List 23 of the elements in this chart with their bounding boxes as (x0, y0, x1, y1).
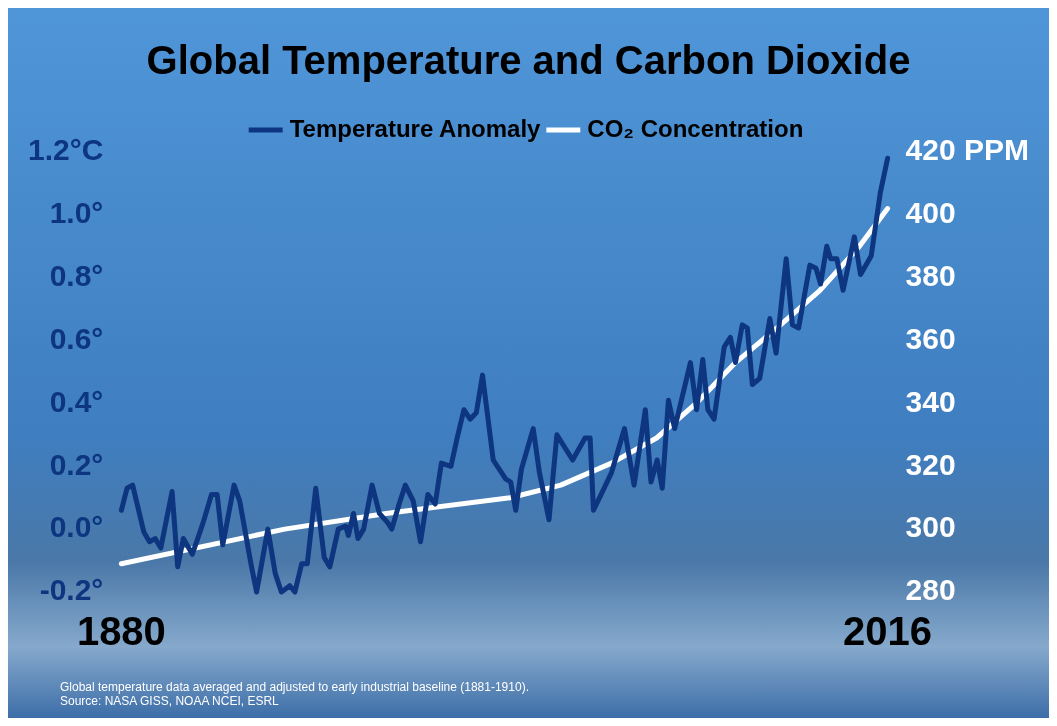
y-tick-label: 0.2° (49, 447, 104, 481)
y2-tick-label: 400 (905, 196, 956, 230)
legend-label: Temperature Anomaly (289, 114, 542, 142)
y2-tick-label: 420 PPM (905, 133, 1030, 167)
source-note: Source: NASA GISS, NOAA NCEI, ESRL (60, 694, 280, 708)
text: Global temperature data averaged and adjusted to early industrial baseline (1881-1910). (60, 680, 529, 694)
y-tick-label: 0.4° (49, 384, 104, 418)
chart-title: Global Temperature and Carbon Dioxide (145, 37, 912, 84)
y-tick-label: 0.6° (49, 321, 104, 355)
x-tick-label: 1880 (76, 609, 166, 654)
y2-tick-label: 340 (905, 384, 956, 418)
legend-label: CO₂ Concentration (587, 114, 804, 142)
y-tick-label: 1.0° (49, 196, 104, 230)
y2-tick-label: 360 (905, 321, 956, 355)
y-tick-label: 1.2°C (27, 133, 104, 167)
y2-tick-label: 380 (905, 258, 956, 292)
y-tick-label: 0.8° (49, 258, 104, 292)
y2-tick-label: 300 (905, 510, 956, 544)
y2-tick-label: 280 (905, 573, 956, 607)
y-tick-label: 0.0° (49, 510, 104, 544)
y2-tick-label: 320 (905, 447, 956, 481)
x-tick-label: 2016 (843, 609, 933, 654)
y-tick-label: -0.2° (39, 573, 104, 607)
